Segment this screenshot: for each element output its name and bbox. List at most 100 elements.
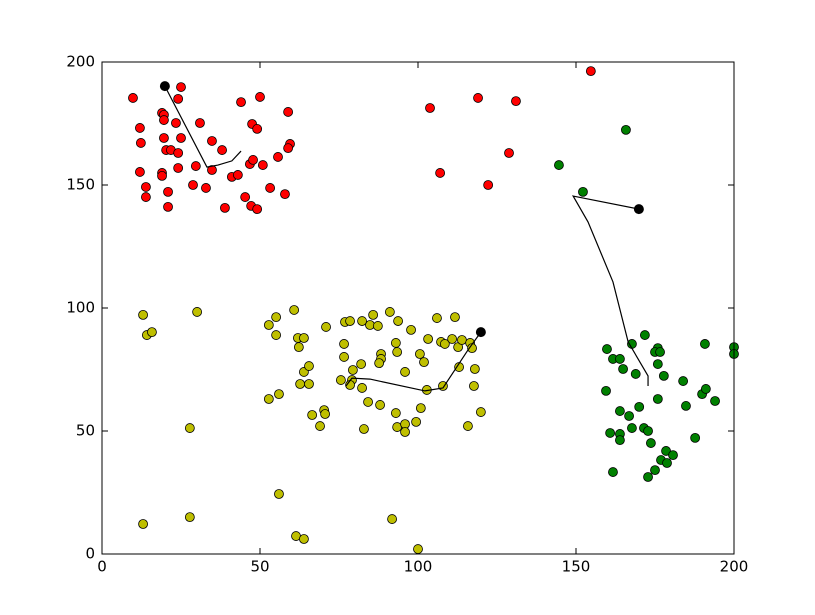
scatter-point bbox=[184, 423, 195, 433]
scatter-point bbox=[232, 170, 243, 180]
scatter-point bbox=[678, 376, 689, 386]
trajectory-line bbox=[571, 195, 649, 386]
scatter-point bbox=[658, 370, 669, 381]
scatter-point bbox=[307, 410, 318, 420]
scatter-point bbox=[280, 189, 290, 200]
scatter-point bbox=[207, 165, 217, 175]
scatter-point bbox=[392, 347, 403, 357]
scatter-point bbox=[128, 93, 138, 103]
scatter-point bbox=[240, 192, 251, 202]
scatter-point bbox=[273, 152, 283, 162]
scatter-point bbox=[299, 333, 309, 343]
scatter-point bbox=[615, 435, 625, 446]
scatter-point bbox=[289, 305, 300, 315]
scatter-point bbox=[201, 183, 211, 193]
y-tick-label: 150 bbox=[66, 176, 95, 194]
scatter-point bbox=[511, 96, 521, 107]
scatter-point bbox=[621, 124, 631, 135]
scatter-point bbox=[414, 349, 425, 359]
scatter-point bbox=[283, 107, 294, 117]
scatter-point bbox=[368, 309, 379, 320]
plot-area bbox=[128, 66, 739, 554]
scatter-point bbox=[138, 309, 148, 320]
scatter-point bbox=[411, 416, 422, 427]
scatter-point bbox=[652, 394, 663, 404]
scatter-point bbox=[263, 394, 274, 404]
scatter-point bbox=[643, 426, 653, 436]
scatter-point bbox=[627, 423, 637, 433]
scatter-point bbox=[363, 397, 373, 407]
scatter-point bbox=[184, 512, 195, 522]
scatter-point bbox=[602, 344, 612, 354]
scatter-point bbox=[615, 406, 625, 416]
scatter-point bbox=[652, 359, 663, 369]
scatter-point bbox=[608, 467, 618, 477]
scatter-point bbox=[390, 408, 401, 418]
scatter-point bbox=[435, 168, 446, 178]
scatter-point bbox=[630, 369, 641, 379]
scatter-point bbox=[483, 180, 494, 190]
scatter-point bbox=[271, 330, 282, 340]
scatter-point bbox=[263, 320, 274, 330]
scatter-point bbox=[236, 97, 246, 107]
scatter-point bbox=[618, 364, 628, 374]
scatter-point bbox=[220, 202, 230, 213]
scatter-point bbox=[157, 170, 167, 181]
scatter-point bbox=[195, 118, 205, 128]
y-tick-label: 0 bbox=[85, 545, 95, 563]
scatter-point bbox=[192, 307, 203, 317]
scatter-point bbox=[634, 401, 645, 412]
scatter-point bbox=[339, 352, 349, 362]
scatter-point bbox=[173, 148, 184, 158]
trajectory-line bbox=[164, 85, 242, 168]
scatter-point bbox=[650, 465, 660, 476]
scatter-point bbox=[475, 407, 486, 417]
scatter-point bbox=[348, 365, 358, 375]
scatter-point bbox=[345, 316, 355, 326]
x-tick-label: 200 bbox=[720, 558, 749, 576]
scatter-point bbox=[423, 334, 434, 344]
scatter-point bbox=[159, 115, 169, 125]
scatter-point bbox=[304, 361, 314, 371]
trajectory-start bbox=[475, 327, 486, 338]
scatter-point bbox=[293, 342, 304, 353]
scatter-point bbox=[357, 316, 367, 326]
plot-frame bbox=[101, 61, 735, 555]
scatter-point bbox=[457, 335, 467, 345]
scatter-point bbox=[255, 92, 265, 102]
scatter-point bbox=[356, 359, 367, 369]
scatter-point bbox=[393, 316, 403, 326]
scatter-point bbox=[374, 358, 385, 369]
trajectory-start bbox=[159, 81, 170, 92]
scatter-point bbox=[624, 411, 634, 421]
scatter-point bbox=[390, 338, 401, 348]
scatter-point bbox=[601, 386, 611, 396]
scatter-point bbox=[387, 514, 397, 524]
scatter-point bbox=[135, 138, 146, 148]
scatter-point bbox=[315, 421, 325, 431]
scatter-point bbox=[700, 339, 710, 349]
scatter-point bbox=[643, 472, 653, 482]
y-tick-label: 100 bbox=[66, 299, 95, 317]
scatter-point bbox=[252, 124, 263, 134]
trajectory-start bbox=[633, 204, 644, 215]
scatter-point bbox=[173, 163, 184, 173]
scatter-point bbox=[173, 94, 184, 104]
scatter-point bbox=[469, 364, 480, 374]
scatter-point bbox=[135, 167, 145, 177]
y-tick-label: 50 bbox=[76, 422, 95, 440]
scatter-point bbox=[163, 186, 173, 197]
x-tick-label: 150 bbox=[562, 558, 591, 576]
scatter-point bbox=[176, 133, 186, 143]
scatter-point bbox=[400, 367, 410, 377]
scatter-point bbox=[605, 428, 616, 438]
scatter-point bbox=[274, 489, 284, 499]
scatter-point bbox=[710, 396, 720, 406]
scatter-point bbox=[432, 313, 442, 323]
trajectory-line bbox=[345, 331, 482, 392]
scatter-point bbox=[645, 438, 656, 448]
x-tick-label: 100 bbox=[404, 558, 433, 576]
